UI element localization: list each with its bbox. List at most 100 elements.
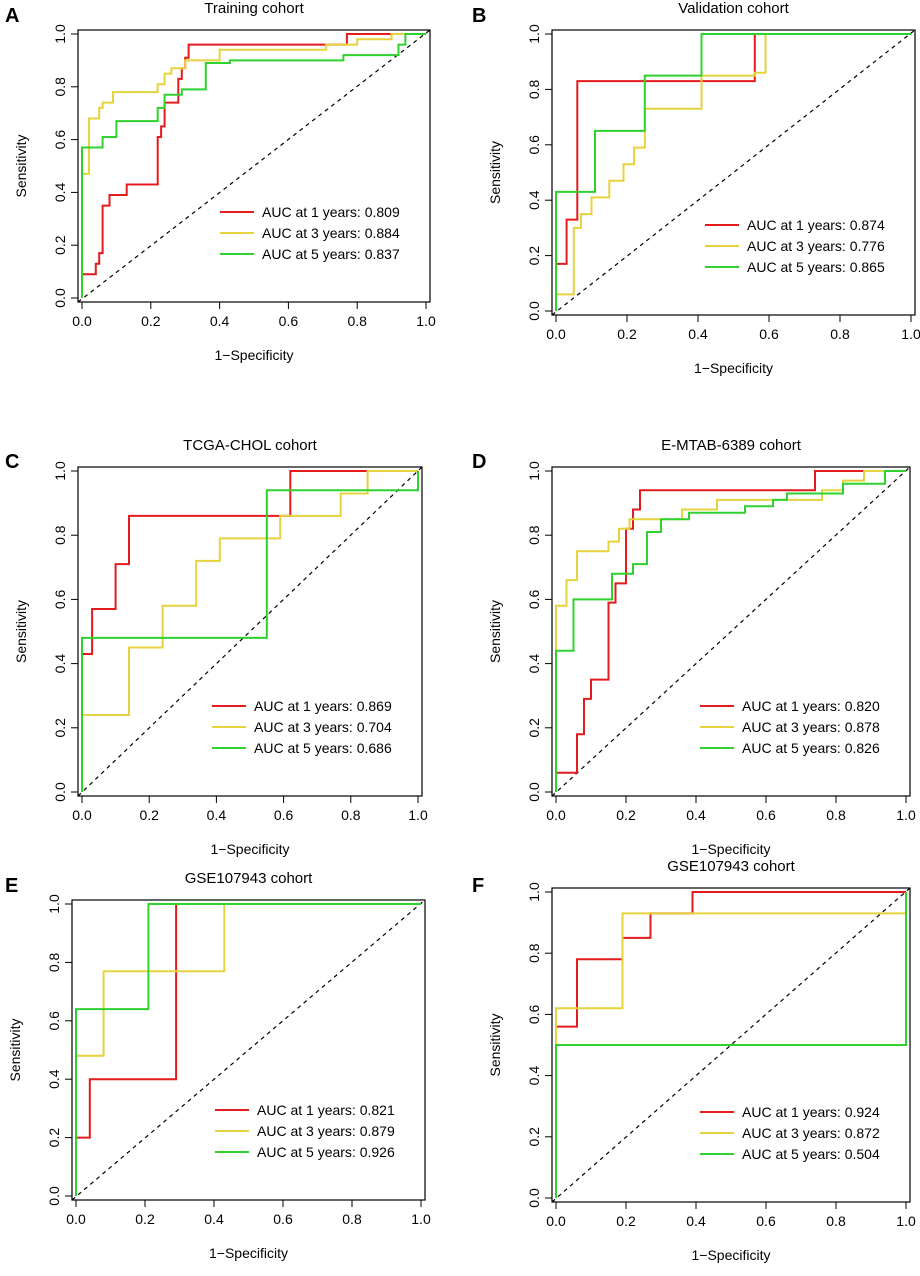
x-tick-label: 0.2	[135, 1211, 155, 1227]
roc-curve-1-year	[82, 33, 426, 276]
x-tick-label: 0.4	[204, 1211, 224, 1227]
legend-entry: AUC at 5 years: 0.504	[742, 1146, 880, 1162]
legend-entry: AUC at 5 years: 0.837	[262, 246, 400, 262]
x-tick-label: 0.0	[66, 1211, 86, 1227]
y-tick-label: 0.8	[52, 77, 68, 97]
reference-diagonal	[551, 29, 916, 316]
x-axis-label: 1−Specificity	[209, 1245, 288, 1261]
legend-entry: AUC at 3 years: 0.872	[742, 1125, 880, 1141]
panel-label: D	[472, 451, 486, 473]
x-tick-label: 0.2	[616, 1213, 636, 1229]
x-tick-label: 0.6	[279, 313, 299, 329]
chart-title: E-MTAB-6389 cohort	[661, 437, 802, 454]
x-tick-label: 0.2	[141, 313, 161, 329]
x-tick-label: 0.2	[617, 326, 637, 342]
x-tick-label: 0.4	[688, 326, 708, 342]
y-tick-label: 1.0	[526, 882, 542, 902]
y-tick-label: 0.4	[526, 190, 542, 210]
y-tick-label: 0.4	[46, 1069, 62, 1089]
roc-panel-e: E GSE107943 cohort 0.0 0.2 0.4 0.6 0.8 1.0 1−Spe…	[5, 870, 431, 1261]
y-tick-label: 0.2	[52, 718, 68, 738]
roc-curve-5-year	[75, 903, 421, 1196]
y-tick-label: 0.0	[526, 1188, 542, 1208]
x-tick-label: 0.8	[342, 1211, 362, 1227]
roc-curve-1-year	[555, 33, 911, 311]
x-tick-label: 0.8	[830, 326, 850, 342]
y-tick-label: 0.8	[46, 952, 62, 972]
panel-label: C	[5, 451, 19, 473]
x-tick-label: 0.0	[72, 807, 92, 823]
x-tick-label: 0.0	[546, 326, 566, 342]
y-tick-label: 0.0	[526, 782, 542, 802]
legend-entry: AUC at 5 years: 0.926	[257, 1144, 395, 1160]
y-tick-label: 0.8	[52, 525, 68, 545]
panel-label: E	[5, 875, 18, 897]
roc-curve-5-year	[555, 33, 911, 311]
y-tick-label: 0.0	[52, 288, 68, 308]
y-tick-label: 0.2	[46, 1128, 62, 1148]
y-axis-label: Sensitivity	[487, 141, 503, 204]
legend-entry: AUC at 5 years: 0.686	[254, 740, 392, 756]
x-tick-label: 0.6	[756, 1213, 776, 1229]
y-tick-label: 0.0	[46, 1186, 62, 1206]
y-axis-label: Sensitivity	[13, 134, 29, 197]
y-tick-label: 0.6	[46, 1011, 62, 1031]
chart-title: TCGA-CHOL cohort	[183, 437, 317, 454]
legend-entry: AUC at 3 years: 0.879	[257, 1123, 395, 1139]
roc-curve-1-year	[81, 470, 418, 792]
y-axis-label: Sensitivity	[487, 1013, 503, 1076]
roc-curve-5-year	[555, 892, 907, 1198]
y-tick-label: 1.0	[52, 461, 68, 481]
y-tick-label: 0.6	[526, 589, 542, 609]
y-tick-label: 0.2	[526, 718, 542, 738]
y-tick-label: 0.0	[52, 782, 68, 802]
reference-diagonal	[77, 29, 431, 303]
legend-entry: AUC at 5 years: 0.826	[742, 740, 880, 756]
chart-title: Training cohort	[204, 0, 304, 17]
reference-diagonal	[71, 899, 426, 1201]
y-tick-label: 0.6	[526, 1004, 542, 1024]
x-tick-label: 0.8	[341, 807, 361, 823]
legend-entry: AUC at 3 years: 0.704	[254, 719, 392, 735]
x-tick-label: 0.4	[686, 807, 706, 823]
legend-entry: AUC at 3 years: 0.878	[742, 719, 880, 735]
y-tick-label: 0.2	[526, 1127, 542, 1147]
y-tick-label: 0.6	[52, 589, 68, 609]
x-tick-label: 1.0	[411, 1211, 431, 1227]
x-tick-label: 1.0	[896, 807, 916, 823]
x-tick-label: 0.4	[207, 807, 227, 823]
roc-curve-5-year	[555, 470, 906, 792]
legend-entry: AUC at 1 years: 0.869	[254, 698, 392, 714]
y-axis-label: Sensitivity	[13, 600, 29, 663]
x-tick-label: 0.2	[616, 807, 636, 823]
x-tick-label: 1.0	[901, 326, 920, 342]
legend-entry: AUC at 3 years: 0.884	[262, 225, 400, 241]
x-axis-label: 1−Specificity	[215, 347, 294, 363]
panel-label: B	[472, 5, 486, 27]
roc-curve-5-year	[81, 471, 419, 792]
roc-curve-3-year	[555, 33, 911, 311]
y-tick-label: 1.0	[526, 24, 542, 44]
legend-entry: AUC at 1 years: 0.820	[742, 698, 880, 714]
reference-diagonal	[551, 466, 911, 797]
x-tick-label: 1.0	[896, 1213, 916, 1229]
chart-title: Validation cohort	[678, 0, 789, 17]
roc-panel-c: C TCGA-CHOL cohort 0.0 0.2 0.4 0.6 0.8 1.0 1−Spe…	[5, 437, 428, 857]
chart-title: GSE107943 cohort	[185, 870, 313, 887]
roc-curve-5-year	[81, 33, 426, 298]
x-axis-label: 1−Specificity	[692, 1247, 771, 1263]
y-tick-label: 0.8	[526, 525, 542, 545]
y-tick-label: 0.6	[526, 135, 542, 155]
x-tick-label: 0.0	[546, 807, 566, 823]
y-tick-label: 0.6	[52, 130, 68, 150]
panel-label: F	[472, 875, 484, 897]
roc-curve-3-year	[81, 33, 426, 298]
x-tick-label: 0.0	[546, 1213, 566, 1229]
y-tick-label: 0.0	[526, 301, 542, 321]
y-tick-label: 1.0	[46, 894, 62, 914]
legend-entry: AUC at 1 years: 0.874	[747, 217, 885, 233]
legend-entry: AUC at 1 years: 0.809	[262, 204, 400, 220]
x-tick-label: 0.8	[826, 1213, 846, 1229]
x-tick-label: 0.2	[139, 807, 159, 823]
legend-entry: AUC at 5 years: 0.865	[747, 259, 885, 275]
